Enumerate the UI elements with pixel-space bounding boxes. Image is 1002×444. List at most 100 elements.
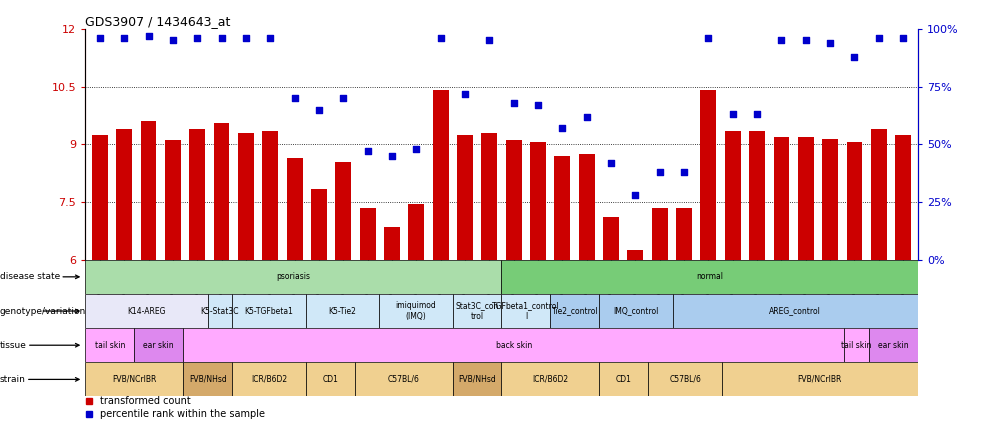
Bar: [379, 294, 452, 328]
Text: C57BL/6: C57BL/6: [668, 375, 700, 384]
Text: ICR/B6D2: ICR/B6D2: [532, 375, 568, 384]
Bar: [287, 158, 303, 260]
Bar: [116, 129, 132, 260]
Point: [384, 152, 400, 159]
Text: transformed count: transformed count: [100, 396, 190, 406]
Bar: [360, 208, 375, 260]
Bar: [140, 121, 156, 260]
Bar: [207, 294, 231, 328]
Text: genotype/variation: genotype/variation: [0, 306, 86, 316]
Point: [675, 168, 691, 175]
Bar: [134, 328, 183, 362]
Bar: [92, 135, 107, 260]
Point: [822, 39, 838, 46]
Text: CD1: CD1: [322, 375, 338, 384]
Bar: [554, 156, 570, 260]
Text: imiquimod
(IMQ): imiquimod (IMQ): [395, 301, 436, 321]
Point: [116, 35, 132, 42]
Bar: [501, 260, 917, 294]
Point: [554, 125, 570, 132]
Bar: [183, 362, 231, 396]
Bar: [822, 139, 838, 260]
Bar: [578, 154, 594, 260]
Bar: [599, 362, 647, 396]
Point: [164, 37, 180, 44]
Point: [870, 35, 886, 42]
Bar: [505, 140, 521, 260]
Bar: [432, 91, 448, 260]
Bar: [501, 362, 599, 396]
Point: [92, 35, 108, 42]
Text: AREG_control: AREG_control: [769, 306, 821, 316]
Text: K14-AREG: K14-AREG: [127, 306, 165, 316]
Bar: [452, 294, 501, 328]
Point: [140, 32, 156, 40]
Point: [432, 35, 448, 42]
Bar: [481, 133, 497, 260]
Bar: [189, 129, 205, 260]
Point: [773, 37, 789, 44]
Point: [213, 35, 229, 42]
Bar: [263, 131, 278, 260]
Bar: [213, 123, 229, 260]
Text: Tie2_control: Tie2_control: [551, 306, 597, 316]
Point: [237, 35, 254, 42]
Text: FVB/NHsd: FVB/NHsd: [188, 375, 226, 384]
Text: psoriasis: psoriasis: [277, 272, 310, 281]
Bar: [602, 218, 618, 260]
Bar: [335, 162, 351, 260]
Point: [457, 90, 473, 97]
Bar: [773, 137, 789, 260]
Text: ear skin: ear skin: [143, 341, 174, 350]
Point: [481, 37, 497, 44]
Point: [189, 35, 205, 42]
Point: [262, 35, 278, 42]
Point: [578, 113, 594, 120]
Bar: [844, 328, 868, 362]
Point: [505, 99, 521, 106]
Point: [529, 102, 545, 109]
Point: [797, 37, 813, 44]
Text: FVB/NCrIBR: FVB/NCrIBR: [797, 375, 841, 384]
Point: [602, 159, 618, 166]
Bar: [721, 362, 917, 396]
Bar: [846, 143, 862, 260]
Point: [846, 53, 862, 60]
Text: K5-Tie2: K5-Tie2: [328, 306, 356, 316]
Bar: [231, 294, 306, 328]
Bar: [355, 362, 452, 396]
Text: GDS3907 / 1434643_at: GDS3907 / 1434643_at: [85, 15, 230, 28]
Bar: [627, 250, 642, 260]
Bar: [306, 362, 355, 396]
Text: percentile rank within the sample: percentile rank within the sample: [100, 409, 265, 420]
Bar: [85, 362, 183, 396]
Bar: [237, 133, 254, 260]
Bar: [675, 208, 691, 260]
Bar: [183, 328, 844, 362]
Point: [626, 191, 642, 198]
Text: back skin: back skin: [495, 341, 531, 350]
Text: strain: strain: [0, 375, 79, 384]
Bar: [868, 328, 917, 362]
Bar: [408, 204, 424, 260]
Text: ear skin: ear skin: [877, 341, 908, 350]
Bar: [85, 260, 501, 294]
Point: [311, 106, 327, 113]
Text: CD1: CD1: [615, 375, 631, 384]
Bar: [85, 328, 134, 362]
Text: disease state: disease state: [0, 272, 79, 281]
Point: [724, 111, 740, 118]
Text: tissue: tissue: [0, 341, 79, 350]
Bar: [895, 135, 910, 260]
Text: K5-TGFbeta1: K5-TGFbeta1: [244, 306, 293, 316]
Text: IMQ_control: IMQ_control: [613, 306, 658, 316]
Point: [894, 35, 910, 42]
Bar: [699, 91, 715, 260]
Bar: [457, 135, 472, 260]
Text: Stat3C_con
trol: Stat3C_con trol: [455, 301, 498, 321]
Bar: [501, 294, 550, 328]
Bar: [231, 362, 306, 396]
Bar: [311, 189, 327, 260]
Text: C57BL/6: C57BL/6: [387, 375, 419, 384]
Point: [699, 35, 715, 42]
